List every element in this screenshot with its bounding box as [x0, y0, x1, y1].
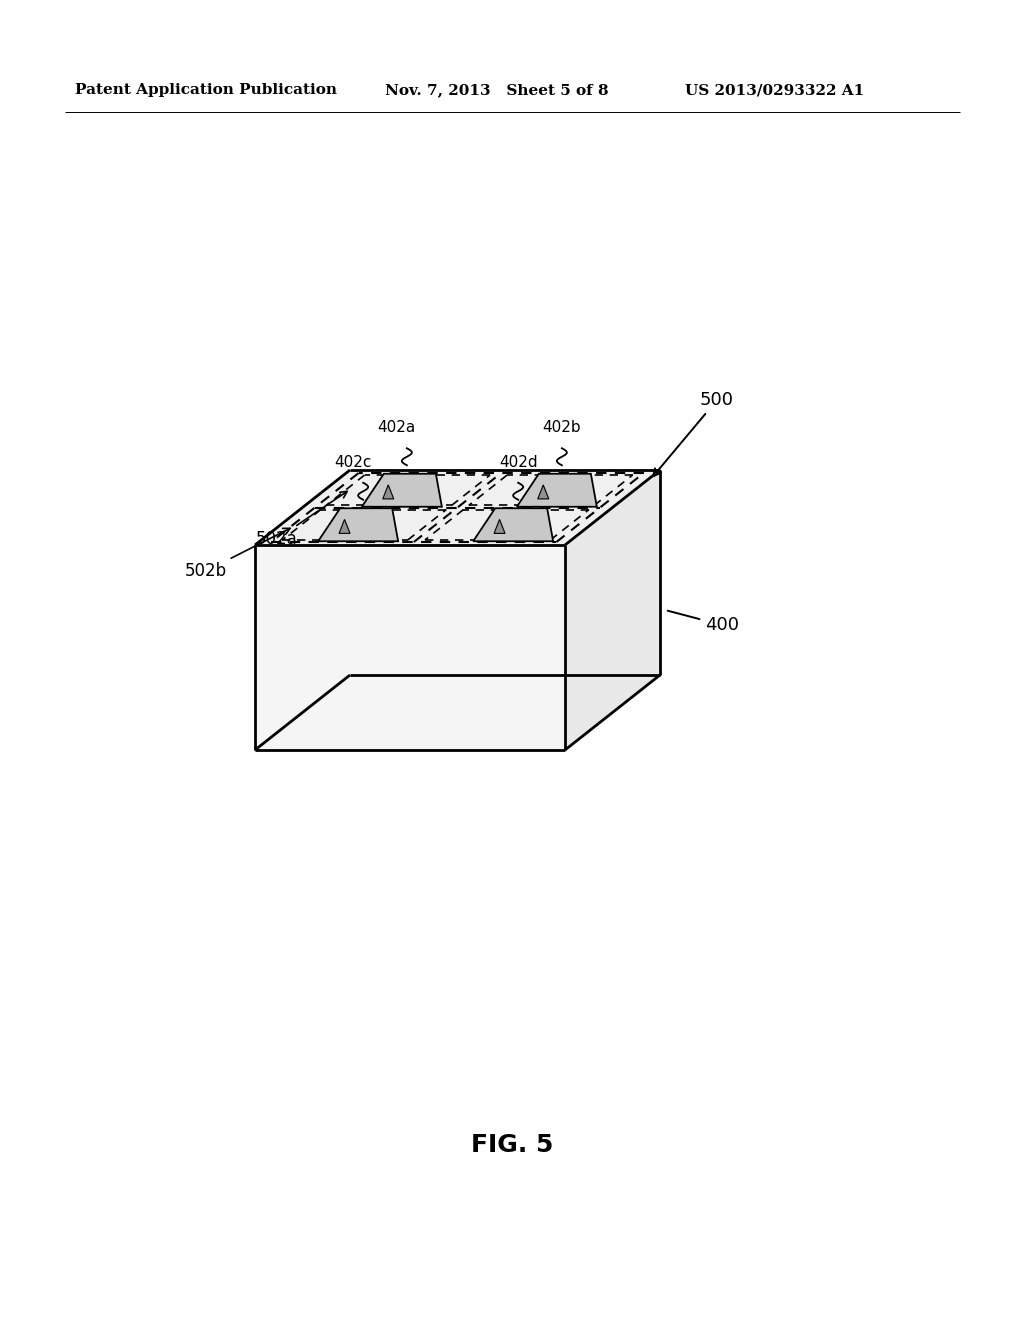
Polygon shape — [318, 508, 398, 541]
Text: 502a: 502a — [256, 491, 347, 548]
Text: FIG. 5: FIG. 5 — [471, 1133, 553, 1158]
Text: Nov. 7, 2013   Sheet 5 of 8: Nov. 7, 2013 Sheet 5 of 8 — [385, 83, 608, 96]
Polygon shape — [383, 484, 394, 499]
Text: 500: 500 — [653, 391, 734, 477]
Text: US 2013/0293322 A1: US 2013/0293322 A1 — [685, 83, 864, 96]
Text: 402d: 402d — [499, 455, 538, 470]
Polygon shape — [255, 545, 565, 750]
Polygon shape — [339, 519, 350, 533]
Text: 402b: 402b — [543, 420, 582, 436]
Polygon shape — [255, 470, 660, 545]
Text: 400: 400 — [668, 611, 739, 634]
Polygon shape — [565, 470, 660, 750]
Text: 402c: 402c — [335, 455, 372, 470]
Polygon shape — [361, 474, 441, 507]
Polygon shape — [494, 519, 505, 533]
Text: Patent Application Publication: Patent Application Publication — [75, 83, 337, 96]
Text: 402a: 402a — [378, 420, 416, 436]
Text: 502b: 502b — [184, 528, 290, 581]
Polygon shape — [538, 484, 549, 499]
Polygon shape — [473, 508, 553, 541]
Polygon shape — [517, 474, 597, 507]
